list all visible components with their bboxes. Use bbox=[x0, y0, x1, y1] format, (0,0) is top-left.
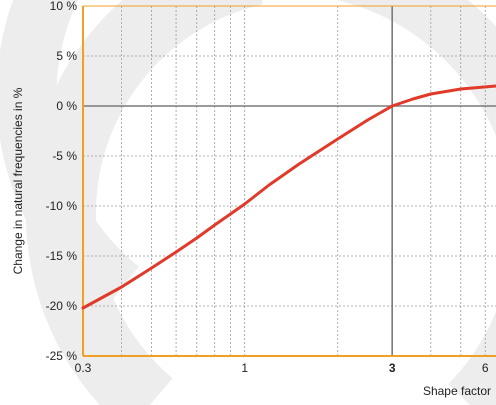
y-tick-label-5: -15 % bbox=[46, 249, 78, 263]
x-tick-label-3: 6 bbox=[482, 361, 489, 375]
y-tick-label-1: 5 % bbox=[56, 49, 77, 63]
x-tick-label-0: 0.3 bbox=[75, 361, 92, 375]
x-tick-label-1: 1 bbox=[241, 361, 248, 375]
plot-frame bbox=[82, 5, 496, 357]
x-tick-label-2: 3 bbox=[389, 361, 396, 375]
y-tick-label-0: 10 % bbox=[50, 0, 78, 13]
x-tick-labels: 0.3 1 3 6 bbox=[75, 361, 489, 375]
watermark-arc-small bbox=[0, 0, 140, 314]
x-axis-title: Shape factor bbox=[423, 384, 491, 398]
y-tick-label-6: -20 % bbox=[46, 299, 78, 313]
y-tick-label-7: -25 % bbox=[46, 349, 78, 363]
series-layer bbox=[81, 84, 496, 310]
reference-lines bbox=[83, 6, 496, 356]
watermark-arc-large bbox=[25, 0, 264, 405]
series-line-0 bbox=[81, 84, 496, 310]
watermark-arc-medium bbox=[336, 0, 496, 405]
y-tick-label-2: 0 % bbox=[56, 99, 77, 113]
y-tick-labels: 10 % 5 % 0 % -5 % -10 % -15 % -20 % -25 % bbox=[46, 0, 78, 363]
y-tick-label-3: -5 % bbox=[52, 149, 77, 163]
y-tick-label-4: -10 % bbox=[46, 199, 78, 213]
y-axis-title: Change in natural frequencies in % bbox=[11, 87, 25, 274]
